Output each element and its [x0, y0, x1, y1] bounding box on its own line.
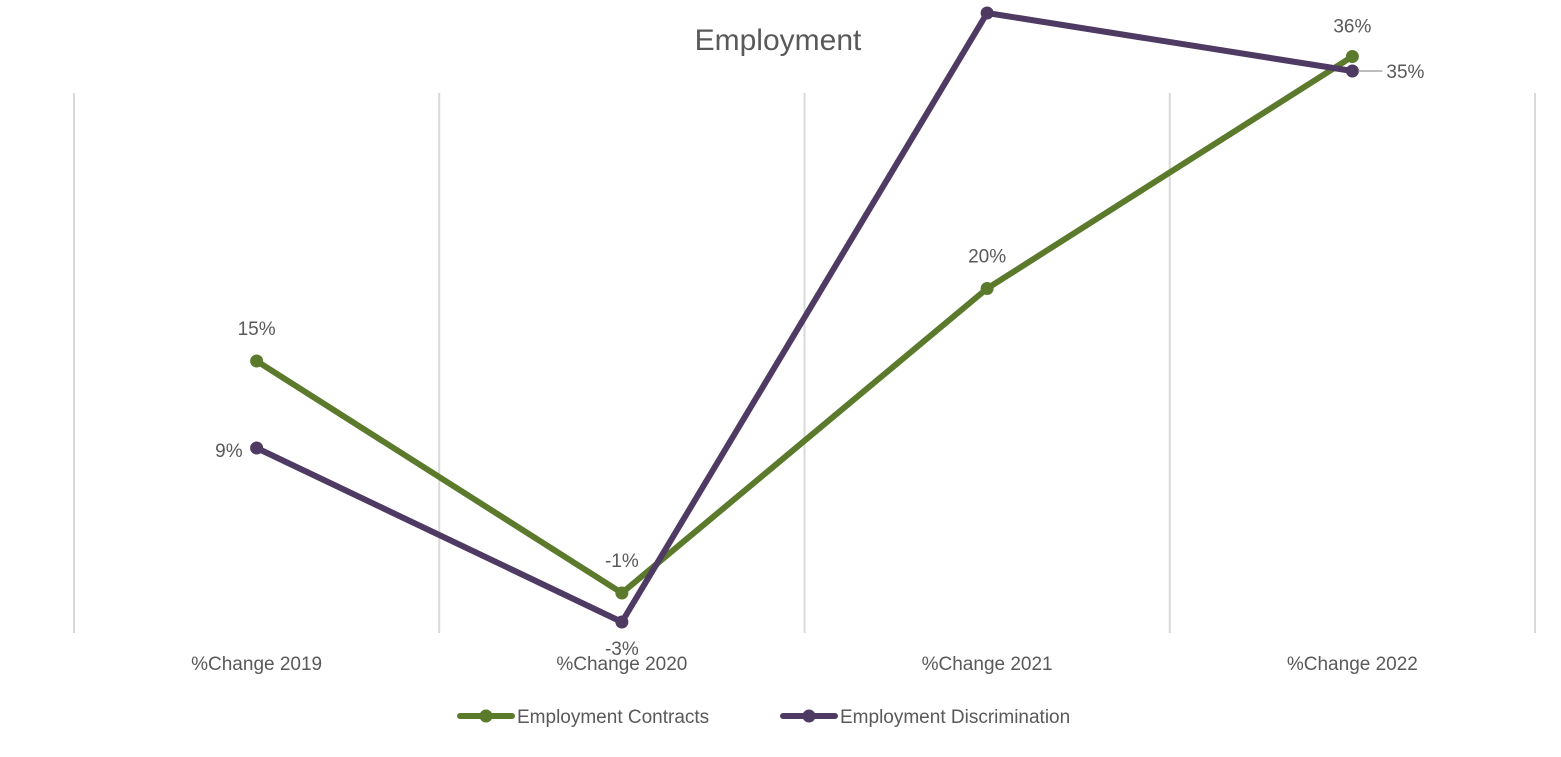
data-label: 15% — [238, 319, 276, 340]
legend-marker — [479, 709, 493, 723]
x-tick-label: %Change 2019 — [191, 654, 322, 675]
legend-label: Employment Discrimination — [840, 707, 1070, 728]
data-label: -3% — [605, 639, 639, 660]
series-line — [253, 10, 1356, 625]
data-point — [250, 354, 264, 368]
data-point — [250, 441, 264, 455]
x-tick-label: %Change 2021 — [922, 654, 1053, 675]
data-label: 36% — [1333, 17, 1371, 38]
legend-item-employment-discrimination: Employment Discrimination — [780, 707, 1070, 728]
data-point — [1345, 50, 1359, 63]
legend-label: Employment Contracts — [517, 707, 709, 728]
data-label: 20% — [968, 247, 1006, 268]
series-group — [250, 6, 1359, 629]
data-point — [615, 615, 629, 629]
series-line — [253, 53, 1356, 596]
data-label: -1% — [605, 551, 639, 572]
x-tick-label: %Change 2020 — [556, 654, 687, 675]
series-employment-contracts — [250, 50, 1359, 600]
data-label: 9% — [215, 441, 243, 462]
legend: Employment Contracts Employment Discrimin… — [457, 707, 1070, 728]
data-point — [1345, 64, 1359, 78]
legend-marker — [802, 709, 816, 723]
gridlines — [73, 93, 1536, 633]
data-label: 35% — [1386, 62, 1424, 83]
x-tick-label: %Change 2022 — [1287, 654, 1418, 675]
chart-title: Employment — [695, 24, 862, 57]
data-point — [980, 6, 994, 20]
data-point — [615, 586, 629, 600]
legend-item-employment-contracts: Employment Contracts — [457, 707, 709, 728]
series-employment-discrimination — [250, 6, 1359, 629]
data-point — [980, 282, 994, 295]
x-axis-ticks: %Change 2019 %Change 2020 %Change 2021 %Cha… — [191, 654, 1418, 675]
data-labels: 15%-1%20%36%9%-3%39%35% — [215, 17, 1424, 661]
